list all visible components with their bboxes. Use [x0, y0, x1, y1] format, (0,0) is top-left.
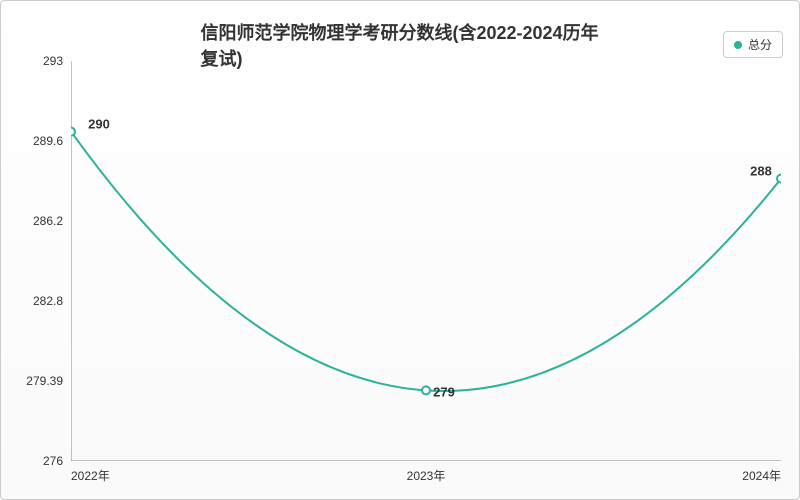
legend: 总分: [723, 31, 783, 58]
plot-svg: [71, 61, 781, 461]
data-label: 288: [750, 163, 772, 178]
x-tick-label: 2022年: [71, 467, 110, 484]
x-tick-label: 2023年: [407, 467, 446, 484]
data-marker: [422, 386, 430, 394]
y-tick-label: 289.6: [33, 134, 63, 148]
y-tick-label: 276: [43, 454, 63, 468]
data-label: 290: [88, 116, 110, 131]
y-tick-label: 286.2: [33, 214, 63, 228]
data-marker: [71, 128, 75, 136]
y-tick-label: 293: [43, 54, 63, 68]
legend-marker-icon: [734, 41, 742, 49]
data-marker: [777, 175, 781, 183]
data-line: [71, 132, 781, 391]
y-tick-label: 279.39: [26, 374, 63, 388]
plot-area: 276279.39282.8286.2289.62932022年2023年202…: [71, 61, 781, 461]
legend-label: 总分: [748, 36, 772, 53]
x-tick-label: 2024年: [742, 467, 781, 484]
data-label: 279: [433, 385, 455, 400]
chart-container: 信阳师范学院物理学考研分数线(含2022-2024历年复试) 总分 276279…: [0, 0, 800, 500]
y-tick-label: 282.8: [33, 294, 63, 308]
